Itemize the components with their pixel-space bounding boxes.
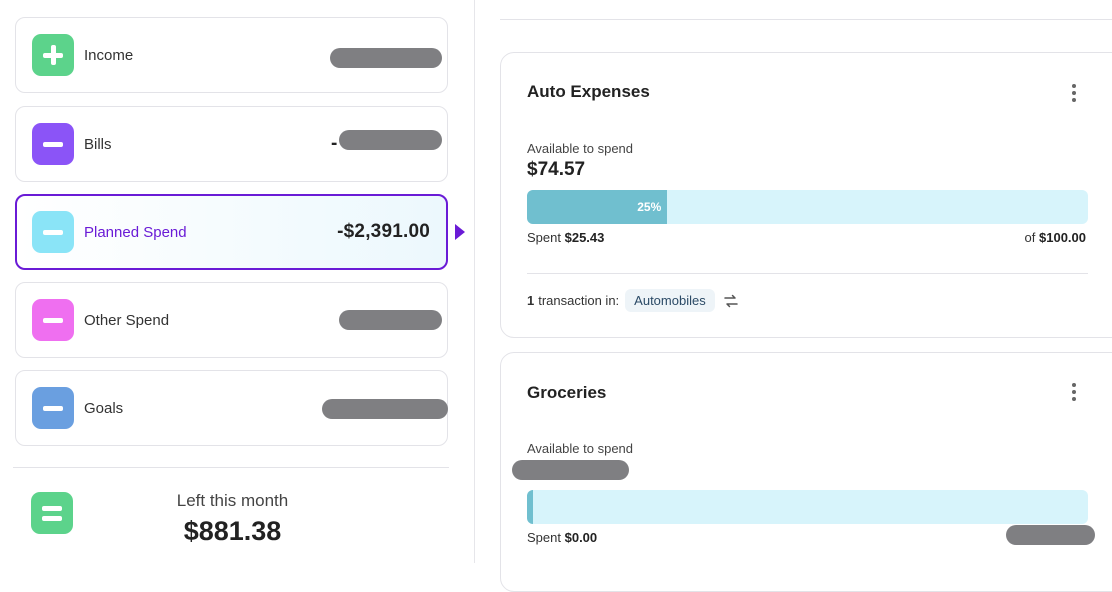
budget-amount: $100.00 [1039,230,1086,245]
redacted-income-amount [330,48,442,68]
available-label: Available to spend [527,441,634,456]
redacted-goals-amount [322,399,448,419]
transactions-row: 1 transaction in: Automobiles [527,289,739,312]
divider [527,273,1088,274]
category-card-auto-expenses: Auto Expenses Available to spend $74.57 … [500,52,1112,338]
minus-icon [32,123,74,165]
other-spend-card[interactable]: Other Spend [15,282,448,358]
progress-percent: 25% [637,200,662,214]
transaction-count: 1 [527,293,535,308]
more-options-icon[interactable] [1071,84,1077,102]
minus-icon [32,211,74,253]
minus-icon [32,387,74,429]
progress-bar: 25% [527,190,1088,224]
planned-spend-label: Planned Spend [84,223,187,241]
category-card-groceries: Groceries Available to spend Spent $0.00 [500,352,1112,592]
of-label: of [1024,230,1036,245]
spent-label: Spent [527,530,561,545]
available-amount: $74.57 [527,159,586,180]
redacted-other-amount [339,310,442,330]
spent-label: Spent [527,230,561,245]
planned-spend-amount: -$2,391.00 [337,221,430,242]
budget-text: of $100.00 [1025,230,1086,245]
other-spend-label: Other Spend [84,311,170,329]
sidebar: Income Bills - Planned Spend -$2,391.00 … [0,0,475,563]
progress-fill: 25% [527,190,668,224]
redacted-available-amount [512,460,629,480]
plus-icon [32,34,74,76]
progress-bar [527,490,1088,524]
bills-card[interactable]: Bills - [15,106,448,182]
planned-spend-card[interactable]: Planned Spend -$2,391.00 [15,194,448,270]
redacted-bills-amount [339,130,442,150]
category-title: Groceries [527,383,607,402]
minus-icon [32,299,74,341]
progress-fill [527,490,533,524]
left-this-month-label: Left this month [176,491,289,510]
divider [500,19,1112,20]
divider [13,467,449,468]
bills-amount-sign: - [331,133,338,154]
goals-label: Goals [84,399,124,417]
more-options-icon[interactable] [1071,383,1077,401]
transaction-text: transaction in: [538,293,620,308]
category-chip[interactable]: Automobiles [625,289,715,312]
spent-amount: $0.00 [564,530,598,545]
category-title: Auto Expenses [527,82,650,101]
spent-text: Spent $25.43 [527,230,604,245]
selected-arrow-icon [455,224,465,240]
left-this-month-amount: $881.38 [183,516,282,546]
income-card[interactable]: Income [15,17,448,93]
swap-icon[interactable] [723,293,739,309]
available-label: Available to spend [527,141,634,156]
redacted-budget-amount [1006,525,1095,545]
spent-amount: $25.43 [564,230,605,245]
bills-label: Bills [84,135,112,153]
goals-card[interactable]: Goals [15,370,448,446]
spent-text: Spent $0.00 [527,530,597,545]
equals-icon [31,492,73,534]
income-label: Income [84,46,134,64]
